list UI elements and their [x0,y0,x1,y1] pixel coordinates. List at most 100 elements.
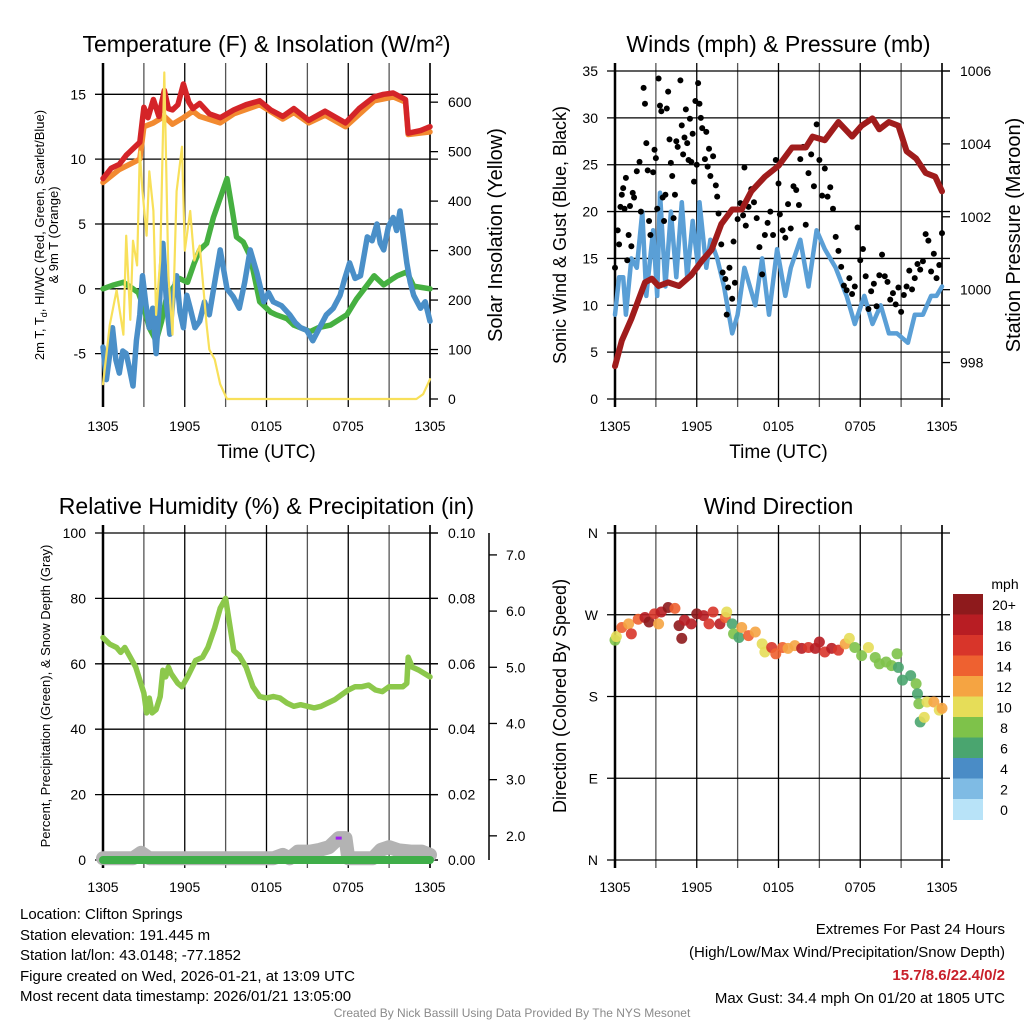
gust-point [640,84,647,91]
colorbar-label: 2 [1000,782,1008,798]
colorbar-label: 10 [996,700,1012,716]
right-tick-label: 0.10 [448,525,475,541]
gust-point [795,202,802,209]
gust-point [770,232,777,238]
gust-point [636,158,643,165]
wind-direction-point [736,621,748,633]
y-axis-title-line2: & 9m T (Orange) [46,186,61,283]
y-tick-label: 10 [582,297,598,313]
gust-point [629,189,636,196]
x-tick-label: 0705 [333,418,364,434]
y-tick-label: 0 [78,852,86,868]
gust-point [693,161,700,168]
gust-point [914,261,921,268]
wind-direction-point [703,618,715,630]
gust-point [827,184,834,191]
gust-point [838,263,845,270]
wind-direction-point [676,632,688,644]
gust-point [849,291,856,298]
gust-point [699,125,706,132]
right-tick-label: 100 [448,342,472,358]
wind-direction-point [856,650,868,662]
gust-point [654,205,661,212]
wind-direction-point [862,641,874,653]
gust-point [851,283,858,290]
colorbar-swatch [953,799,983,820]
wind-direction-point [733,631,745,643]
wind-direction-point [623,618,635,630]
gust-point [650,169,657,176]
gust-point [928,268,935,275]
gust-point [626,202,633,209]
plot-title: Wind Direction [704,493,854,519]
snow-tick-label: 5.0 [506,659,526,675]
y-tick-label: 5 [590,344,598,360]
plot-title: Relative Humidity (%) & Precipitation (i… [59,493,474,519]
gust-point [761,232,768,238]
created-text: Figure created on Wed, 2026-01-21, at 13… [20,967,355,985]
y-tick-label: 15 [582,250,598,266]
gust-point [652,155,659,162]
gust-point [624,257,631,264]
gust-point [782,234,789,241]
y-tick-label: 40 [70,721,86,737]
gust-point [808,151,815,158]
gust-point [775,180,782,187]
y-axis-title-part: , HI/WC (Red, Green, Scarlet/Blue) [32,110,47,312]
gust-point [628,243,635,250]
right-tick-label: 0.00 [448,852,475,868]
colorbar-swatch [953,758,983,779]
y-axis-title-part: 2m T, T [32,317,47,360]
gust-point [723,311,730,318]
x-tick-label: 1305 [87,879,118,895]
9m-t-line [100,94,433,186]
solar-insolation-line [101,71,432,401]
gust-point [663,105,670,112]
gust-point [665,88,672,95]
wind-direction-point [707,606,719,618]
wind-direction-point [918,711,930,723]
x-tick-label: 0105 [763,879,794,895]
gust-point [643,140,650,147]
right-tick-label: 0.06 [448,656,475,672]
gust-point [840,282,847,289]
max-gust-text: Max Gust: 34.4 mph On 01/20 at 1805 UTC [714,990,1005,1007]
colorbar-title: mph [991,576,1018,592]
gust-point [719,269,726,276]
x-tick-label: 0705 [845,879,876,895]
wind-direction-point [936,702,948,714]
gust-point [911,275,918,282]
gust-point [655,75,662,82]
gust-point [805,170,812,177]
snow-tick-label: 4.0 [506,715,526,731]
wind-direction-point [913,698,925,710]
colorbar-swatch [953,676,983,697]
gust-point [647,232,654,238]
gust-point [731,279,738,286]
gust-point [919,258,926,265]
wind-direction-point [849,641,861,653]
x-tick-label: 1905 [169,418,200,434]
right-tick-label: 0 [448,391,456,407]
wind-direction-point [643,616,655,628]
latlon-text: Station lat/lon: 43.0148; -77.1852 [20,947,242,964]
gust-point [873,303,880,310]
y-tick-label: 35 [582,63,598,79]
gust-point [631,194,638,201]
x-tick-label: 0705 [845,418,876,434]
colorbar-swatch [953,717,983,738]
gust-point [764,219,771,226]
wind-direction-point [843,632,855,644]
colorbar-label: 6 [1000,741,1008,757]
right-axis-title: Solar Insolation (Yellow) [485,128,507,342]
gust-point [704,163,711,170]
y-tick-label: 30 [582,110,598,126]
gust-point [909,286,916,293]
colorbar-label: 16 [996,638,1012,654]
gust-point [710,153,717,160]
wind-direction-point [726,618,738,630]
gust-point [925,237,932,244]
right-tick-label: 0.02 [448,787,475,803]
